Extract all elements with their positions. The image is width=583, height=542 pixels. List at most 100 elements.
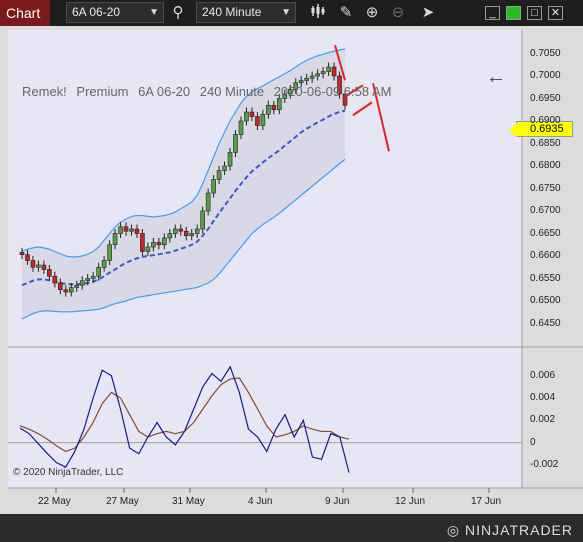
candle-body (101, 260, 107, 268)
candle-body (118, 226, 123, 234)
candle-body (79, 280, 85, 286)
candle-body (342, 93, 348, 106)
candle-body (47, 269, 52, 277)
candle-body (58, 282, 63, 291)
candle-body (189, 233, 195, 237)
chart-toolbar: Chart 6A 06-20 ▼ ⚲ 240 Minute ▼ ✎ ⊕ ⊖ ➤ … (0, 0, 583, 26)
candle-body (178, 228, 184, 232)
candle-body (123, 226, 129, 232)
instrument-selector[interactable]: 6A 06-20 ▼ (66, 2, 164, 23)
candle-body (205, 192, 211, 212)
price-tick-label: 0.6750 (530, 182, 561, 194)
price-tick-label: 0.7000 (530, 70, 561, 81)
time-tick-label: 31 May (172, 496, 205, 507)
upper-band-line (21, 48, 346, 258)
zoom-out-icon[interactable]: ⊖ (391, 4, 405, 21)
candle-body (227, 152, 233, 167)
candle-body (74, 284, 80, 288)
candle-body (145, 246, 151, 252)
candle-body (156, 242, 162, 246)
maximize-icon[interactable]: □ (527, 6, 542, 20)
candle-body (331, 66, 337, 77)
oscillator-tick-label: 0.004 (530, 392, 556, 403)
candle-body (315, 73, 320, 77)
candle-body (271, 104, 277, 111)
minimize-icon[interactable]: _ (485, 6, 500, 20)
price-tick-label: 0.6600 (530, 250, 561, 261)
candle-body (63, 289, 69, 293)
oscillator-fast-line (19, 365, 350, 473)
color-swatch-icon[interactable] (506, 6, 521, 20)
candle-body (140, 233, 145, 252)
candle-body (287, 89, 293, 95)
pencil-icon[interactable]: ✎ (339, 4, 353, 21)
projection-line (346, 84, 364, 97)
projection-line (352, 101, 373, 117)
zoom-in-icon[interactable]: ⊕ (365, 4, 379, 21)
chart-tab[interactable]: Chart (0, 0, 50, 26)
candle-body (282, 93, 288, 99)
price-tick-label: 0.6450 (530, 317, 561, 329)
chevron-down-icon: ▼ (281, 7, 291, 18)
interval-value: 240 Minute (202, 5, 262, 19)
candle-body (266, 104, 271, 115)
interval-selector[interactable]: 240 Minute ▼ (196, 2, 296, 23)
candle-body (260, 113, 266, 126)
chevron-down-icon: ▼ (149, 7, 159, 18)
last-price-marker: 0.6935 (509, 121, 573, 137)
candle-body (19, 252, 25, 255)
pointer-icon[interactable]: ➤ (421, 4, 435, 21)
time-tick-label: 27 May (106, 496, 139, 507)
title-part: 2020-06-09 6:58 AM (273, 84, 392, 99)
candle-body (151, 242, 156, 248)
candle-body (249, 111, 255, 117)
oscillator-tick-label: 0 (530, 436, 536, 448)
candle-body (25, 254, 30, 261)
candle-body (238, 120, 244, 135)
candle-body (255, 116, 260, 126)
time-tick-label: 22 May (38, 496, 71, 507)
candle-body (30, 260, 36, 268)
candle-body (52, 275, 58, 284)
candle-body (194, 228, 200, 234)
chart-title: Remek! Premium 6A 06-20 240 Minute 2020-… (22, 84, 398, 99)
candle-body (277, 98, 282, 111)
candle-body (134, 228, 140, 234)
candle-body (233, 134, 238, 153)
instrument-value: 6A 06-20 (72, 5, 121, 19)
price-tick-label: 0.6900 (530, 115, 561, 126)
chart-panel: Remek! Premium 6A 06-20 240 Minute 2020-… (0, 26, 583, 542)
candle-body (304, 77, 309, 81)
chart-canvas[interactable] (0, 26, 583, 542)
price-tick-label: 0.6500 (530, 295, 561, 306)
brand-logo: ◎ NINJATRADER (446, 522, 573, 538)
candle-body (293, 82, 299, 90)
candle-body (183, 230, 189, 237)
chart-footer: ◎ NINJATRADER (0, 514, 583, 542)
price-tick-label: 0.6950 (530, 92, 561, 104)
candle-body (85, 278, 90, 282)
price-tick-label: 0.6850 (530, 137, 561, 149)
time-tick-label: 12 Jun (395, 496, 426, 507)
time-tick-label: 17 Jun (471, 496, 502, 507)
price-tick-label: 0.6700 (530, 205, 561, 216)
candle-body (112, 233, 118, 246)
candle-body (129, 228, 134, 232)
copyright-text: © 2020 NinjaTrader, LLC (13, 467, 124, 478)
candle-body (309, 75, 315, 79)
candle-body (200, 210, 205, 230)
title-part: Premium (76, 84, 129, 99)
price-tick-label: 0.6800 (530, 160, 561, 171)
back-arrow-icon[interactable]: ← (486, 66, 506, 88)
close-icon[interactable]: ✕ (548, 6, 563, 20)
bar-style-icon[interactable] (308, 3, 328, 23)
oscillator-tick-label: 0.002 (530, 414, 556, 426)
candle-body (298, 80, 304, 84)
price-tick-label: 0.6550 (530, 272, 561, 284)
search-icon[interactable]: ⚲ (172, 4, 184, 21)
candle-body (68, 287, 74, 293)
price-tick-label: 0.7050 (530, 47, 561, 59)
candle-body (41, 264, 47, 270)
candle-body (320, 71, 326, 75)
title-part: 6A 06-20 (138, 84, 191, 99)
